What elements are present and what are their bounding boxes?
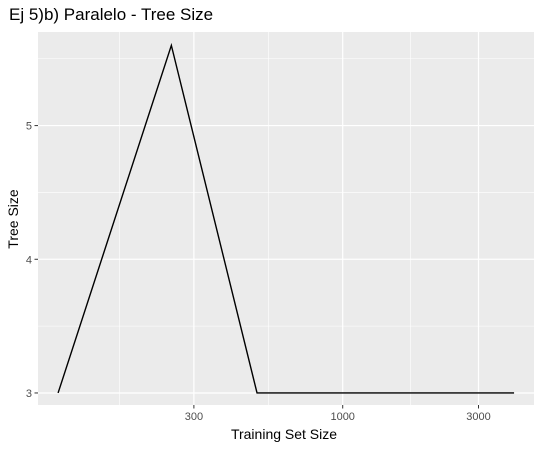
y-tick-label: 5 [26,121,32,133]
x-axis-title: Training Set Size [231,426,337,442]
y-tick-label: 3 [26,388,32,400]
y-tick-label: 4 [26,254,32,266]
x-tick-label: 3000 [466,411,490,423]
x-axis: 300 1000 3000 [185,405,491,423]
series-layer [57,42,515,394]
x-tick-label: 300 [185,411,203,423]
series-line [57,42,515,394]
plot-panel [38,32,534,405]
minor-gridlines [38,32,534,405]
x-tick-label: 1000 [330,411,354,423]
y-axis-title: Tree Size [5,189,21,249]
y-axis: 3 4 5 [26,121,38,400]
chart-title: Ej 5)b) Paralelo - Tree Size [9,5,213,24]
